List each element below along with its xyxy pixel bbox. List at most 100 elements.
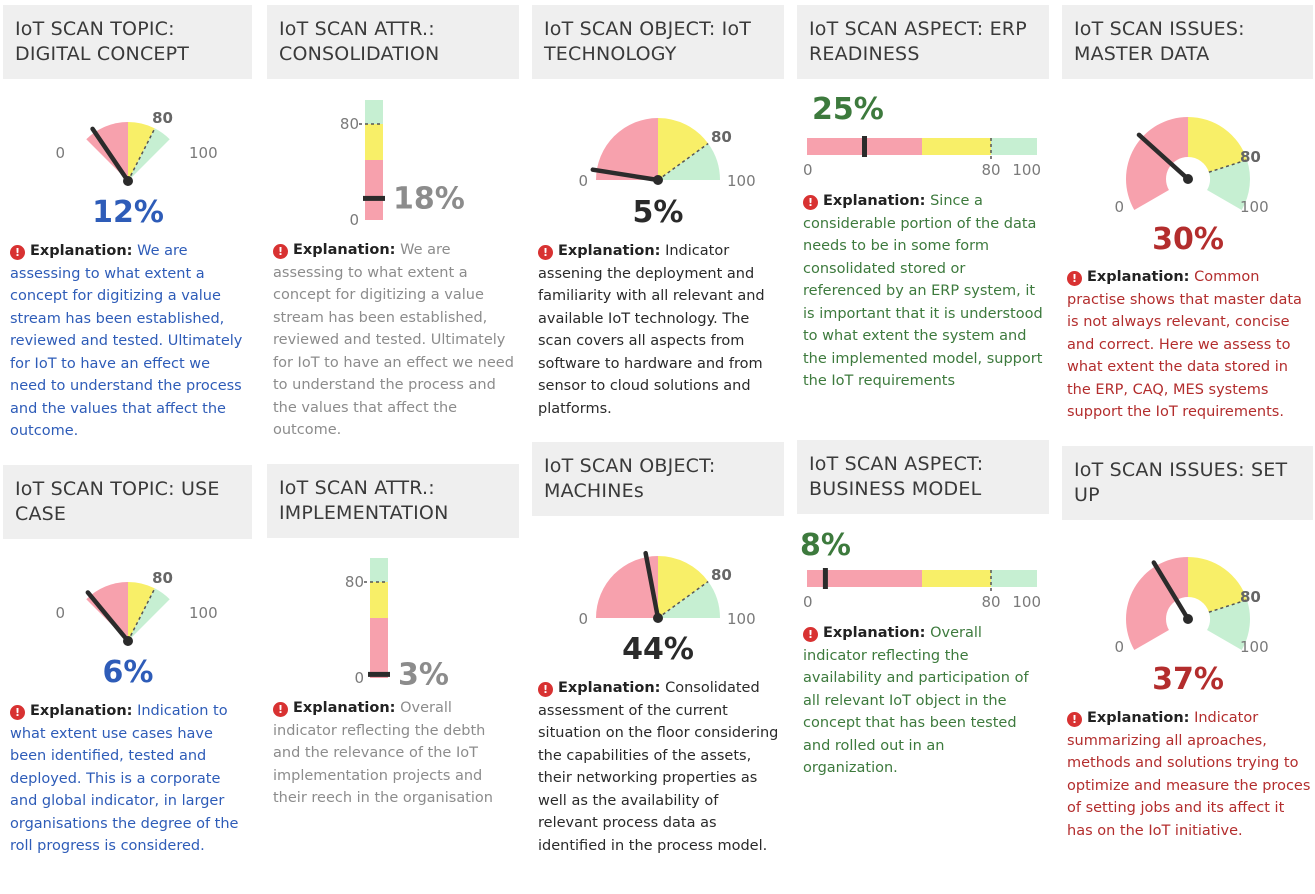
gauge-yellow-zone [1188,117,1247,173]
gauge-yellow-zone [1188,557,1247,613]
explanation-label: Explanation: [823,193,926,209]
tick-80: 80 [1240,588,1261,606]
explanation-body: We are assessing to what extent a concep… [273,242,514,438]
tick-80: 80 [152,109,173,127]
card-title: IoT SCAN ATTR.: CONSOLIDATION [267,5,519,79]
gauge-pivot [653,175,663,185]
gauge-green-zone [128,128,170,181]
tick-min: 0 [803,161,813,179]
exclamation-circle-icon: ! [803,195,818,210]
exclamation-circle-icon: ! [538,682,553,697]
explanation-text: ! Explanation: Indicator summarizing all … [1067,707,1313,842]
explanation-label: Explanation: [30,703,133,719]
gauge-yellow-zone [128,122,155,181]
tick-max: 100 [727,172,756,190]
bar-yellow-zone [922,138,991,155]
value-label: 44% [622,632,694,667]
explanation-body: Indicator assening the deployment and fa… [538,243,765,417]
tick-80: 80 [340,115,359,133]
explanation-body: Overall indicator reflecting the availab… [803,625,1029,776]
gauge-needle [1151,560,1191,622]
explanation-label: Explanation: [558,680,661,696]
explanation-text: ! Explanation: Indicator assening the dep… [538,240,778,420]
tick-min: 0 [578,610,588,628]
gauge-pivot [653,613,663,623]
exclamation-circle-icon: ! [803,627,818,642]
tick-max: 100 [189,144,218,162]
value-label: 5% [632,195,684,230]
quarter-gauge: 0 80 100 [578,550,756,628]
bar-red-zone [365,160,383,220]
bar-yellow-zone [370,582,388,618]
value-label: 6% [102,655,154,690]
explanation-body: Indication to what extent use cases have… [10,703,239,854]
explanation-text: ! Explanation: Overall indicator reflecti… [273,697,517,810]
gauge-needle [1136,132,1191,182]
tick-80: 80 [981,161,1000,179]
semicircle-gauge: 0 80 100 [55,109,218,186]
ring-gauge: 0 80 100 [1114,117,1269,216]
bar-indicator [368,671,390,677]
tick-80: 80 [1240,148,1261,166]
explanation-label: Explanation: [558,243,661,259]
tick-min: 0 [55,604,65,622]
tick-max: 100 [727,610,756,628]
horizontal-bar-gauge: 0 80 100 [803,568,1041,611]
explanation-text: ! Explanation: Consolidated assessment of… [538,677,780,857]
explanation-body: Common practise shows that master data i… [1067,269,1302,420]
exclamation-circle-icon: ! [273,244,288,259]
tick-max: 100 [1012,161,1041,179]
tick-min: 0 [578,172,588,190]
card-title: IoT SCAN TOPIC: DIGITAL CONCEPT [3,5,252,79]
tick-min: 0 [354,669,364,687]
gauge-needle [85,590,131,644]
explanation-text: ! Explanation: Common practise shows that… [1067,266,1313,424]
value-label: 8% [800,528,851,563]
gauge-mark-80 [657,142,709,181]
tick-max: 100 [1240,198,1269,216]
gauge-needle [590,167,661,183]
gauge-red-zone [1126,117,1188,210]
tick-80: 80 [711,566,732,584]
value-label: 30% [1152,222,1224,257]
gauge-green-zone [1207,599,1250,650]
gauge-mark-80 [1208,599,1248,613]
card-title: IoT SCAN TOPIC: USE CASE [3,465,252,539]
gauge-yellow-zone [658,556,709,618]
bar-green-zone [991,138,1037,155]
tick-80: 80 [152,569,173,587]
explanation-body: Consolidated assessment of the current s… [538,680,779,854]
tick-min: 0 [1114,198,1124,216]
gauge-green-zone [1207,159,1250,210]
tick-max: 100 [1240,638,1269,656]
gauge-red-zone [1126,557,1188,650]
card-title: IoT SCAN ISSUES: SET UP [1062,446,1313,520]
value-label: 18% [393,181,465,216]
quarter-gauge: 0 80 100 [578,118,756,190]
gauge-green-zone [128,588,170,641]
explanation-label: Explanation: [30,243,133,259]
value-label: 25% [812,92,884,127]
tick-80: 80 [981,593,1000,611]
gauge-pivot [1183,174,1193,184]
explanation-label: Explanation: [1087,710,1190,726]
bar-red-zone [370,618,388,678]
explanation-label: Explanation: [293,700,396,716]
bar-green-zone [365,100,383,124]
semicircle-gauge: 0 80 100 [55,569,218,646]
value-label: 37% [1152,662,1224,697]
card-title: IoT SCAN ASPECT: ERP READINESS [797,5,1049,79]
ring-gauge: 0 80 100 [1114,557,1269,656]
gauge-green-zone [658,581,720,618]
gauge-mark-80 [127,588,156,642]
gauge-yellow-zone [128,582,155,641]
explanation-body: Overall indicator reflecting the debth a… [273,700,493,806]
exclamation-circle-icon: ! [1067,271,1082,286]
exclamation-circle-icon: ! [10,705,25,720]
tick-max: 100 [1012,593,1041,611]
gauge-mark-80 [657,580,709,619]
bar-indicator [363,195,385,201]
gauge-mark-80 [1208,159,1248,173]
tick-min: 0 [349,211,359,229]
tick-min: 0 [803,593,813,611]
